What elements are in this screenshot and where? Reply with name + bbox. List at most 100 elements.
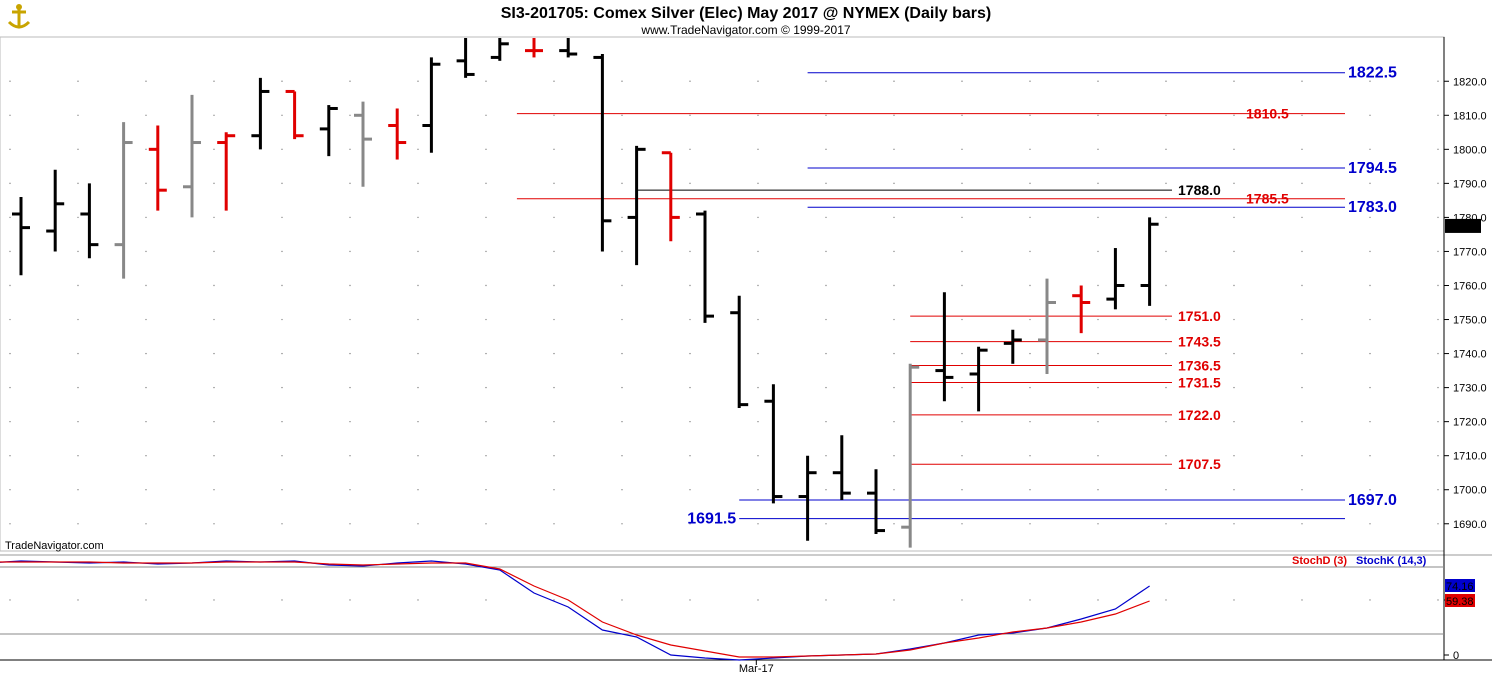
grid-dot xyxy=(213,250,215,253)
grid-dot xyxy=(1301,420,1303,423)
price-tick-label: 1710.0 xyxy=(1453,451,1487,463)
grid-dot xyxy=(689,148,691,151)
price-tick-label: 1770.0 xyxy=(1453,246,1487,258)
level-label: 1722.0 xyxy=(1178,407,1221,423)
grid-dot xyxy=(893,386,895,389)
grid-dot xyxy=(1437,216,1439,219)
grid-dot xyxy=(825,216,827,219)
grid-dot xyxy=(1301,182,1303,185)
grid-dot xyxy=(621,216,623,219)
grid-dot xyxy=(213,420,215,423)
grid-dot xyxy=(9,352,11,355)
grid-dot xyxy=(1437,148,1439,151)
grid-dot xyxy=(1029,182,1031,185)
level-label: 1736.5 xyxy=(1178,357,1221,373)
grid-dot xyxy=(281,420,283,423)
grid-dot xyxy=(485,386,487,389)
ohlc-bar xyxy=(764,384,783,504)
grid-dot xyxy=(9,80,11,82)
ohlc-bar xyxy=(114,122,133,279)
ohlc-bar xyxy=(627,145,646,266)
grid-dot xyxy=(1369,114,1371,116)
grid-dot xyxy=(825,284,827,287)
grid-dot xyxy=(349,80,351,82)
grid-dot xyxy=(689,182,691,185)
grid-dot xyxy=(1437,250,1439,253)
grid-dot xyxy=(1165,284,1167,287)
ohlc-bar xyxy=(251,77,270,150)
grid-dot xyxy=(9,148,11,151)
grid-dot xyxy=(485,523,487,525)
grid-dot xyxy=(1437,114,1439,116)
grid-dot xyxy=(1301,352,1303,355)
ohlc-bar xyxy=(559,38,578,58)
grid-dot xyxy=(825,250,827,253)
grid-dot xyxy=(9,114,11,116)
grid-dot xyxy=(1437,318,1439,321)
grid-dot xyxy=(1369,489,1371,491)
grid-dot xyxy=(145,489,147,491)
grid-dot xyxy=(417,148,419,151)
price-tick-label: 1740.0 xyxy=(1453,349,1487,361)
grid-dot xyxy=(1301,80,1303,82)
grid-dot xyxy=(417,80,419,82)
ohlc-bar xyxy=(148,125,167,211)
grid-dot xyxy=(1301,454,1303,457)
grid-dot xyxy=(1233,352,1235,355)
stochK-last-box xyxy=(1445,579,1475,592)
level-label: 1707.5 xyxy=(1178,456,1221,472)
grid-dot xyxy=(1437,523,1439,525)
grid-dot xyxy=(281,284,283,287)
grid-dot xyxy=(77,386,79,389)
grid-dot xyxy=(1369,318,1371,321)
grid-dot xyxy=(77,216,79,219)
grid-dot xyxy=(689,599,691,601)
grid-dot xyxy=(1301,114,1303,116)
grid-dot xyxy=(281,386,283,389)
grid-dot xyxy=(1029,523,1031,525)
grid-dot xyxy=(417,489,419,491)
grid-dot xyxy=(621,182,623,185)
grid-dot xyxy=(9,420,11,423)
grid-dot xyxy=(281,250,283,253)
grid-dot xyxy=(281,80,283,82)
grid-dot xyxy=(1369,523,1371,525)
level-label: 1794.5 xyxy=(1348,160,1397,177)
grid-dot xyxy=(1029,114,1031,116)
anchor-logo-icon[interactable] xyxy=(4,2,34,32)
grid-dot xyxy=(553,386,555,389)
price-pane[interactable]: 1690.0 1700.0 1710.0 1720.0 1730.0 1740.0 1750… xyxy=(0,36,1492,675)
grid-dot xyxy=(757,80,759,82)
grid-dot xyxy=(961,386,963,389)
price-tick-label: 1750.0 xyxy=(1453,315,1487,327)
grid-dot xyxy=(1097,148,1099,151)
grid-dot xyxy=(961,182,963,185)
grid-dot xyxy=(553,318,555,321)
ohlc-bar xyxy=(1072,285,1091,334)
grid-dot xyxy=(349,148,351,151)
grid-dot xyxy=(621,386,623,389)
grid-dot xyxy=(417,454,419,457)
grid-dot xyxy=(1301,523,1303,525)
grid-dot xyxy=(1165,386,1167,389)
price-tick-label: 1810.0 xyxy=(1453,110,1487,122)
grid-dot xyxy=(553,148,555,151)
grid-dot xyxy=(77,420,79,423)
grid-dot xyxy=(1437,420,1439,423)
grid-dot xyxy=(9,454,11,457)
grid-dot xyxy=(757,114,759,116)
grid-dot xyxy=(961,284,963,287)
grid-dot xyxy=(1233,284,1235,287)
grid-dot xyxy=(553,352,555,355)
grid-dot xyxy=(825,352,827,355)
grid-dot xyxy=(281,523,283,525)
price-tick-label: 1720.0 xyxy=(1453,417,1487,429)
ohlc-bar xyxy=(183,94,201,218)
grid-dot xyxy=(485,148,487,151)
grid-dot xyxy=(145,352,147,355)
grid-dot xyxy=(485,284,487,287)
chart-subtitle: www.TradeNavigator.com © 1999-2017 xyxy=(640,23,850,37)
grid-dot xyxy=(485,250,487,253)
grid-dot xyxy=(1165,523,1167,525)
